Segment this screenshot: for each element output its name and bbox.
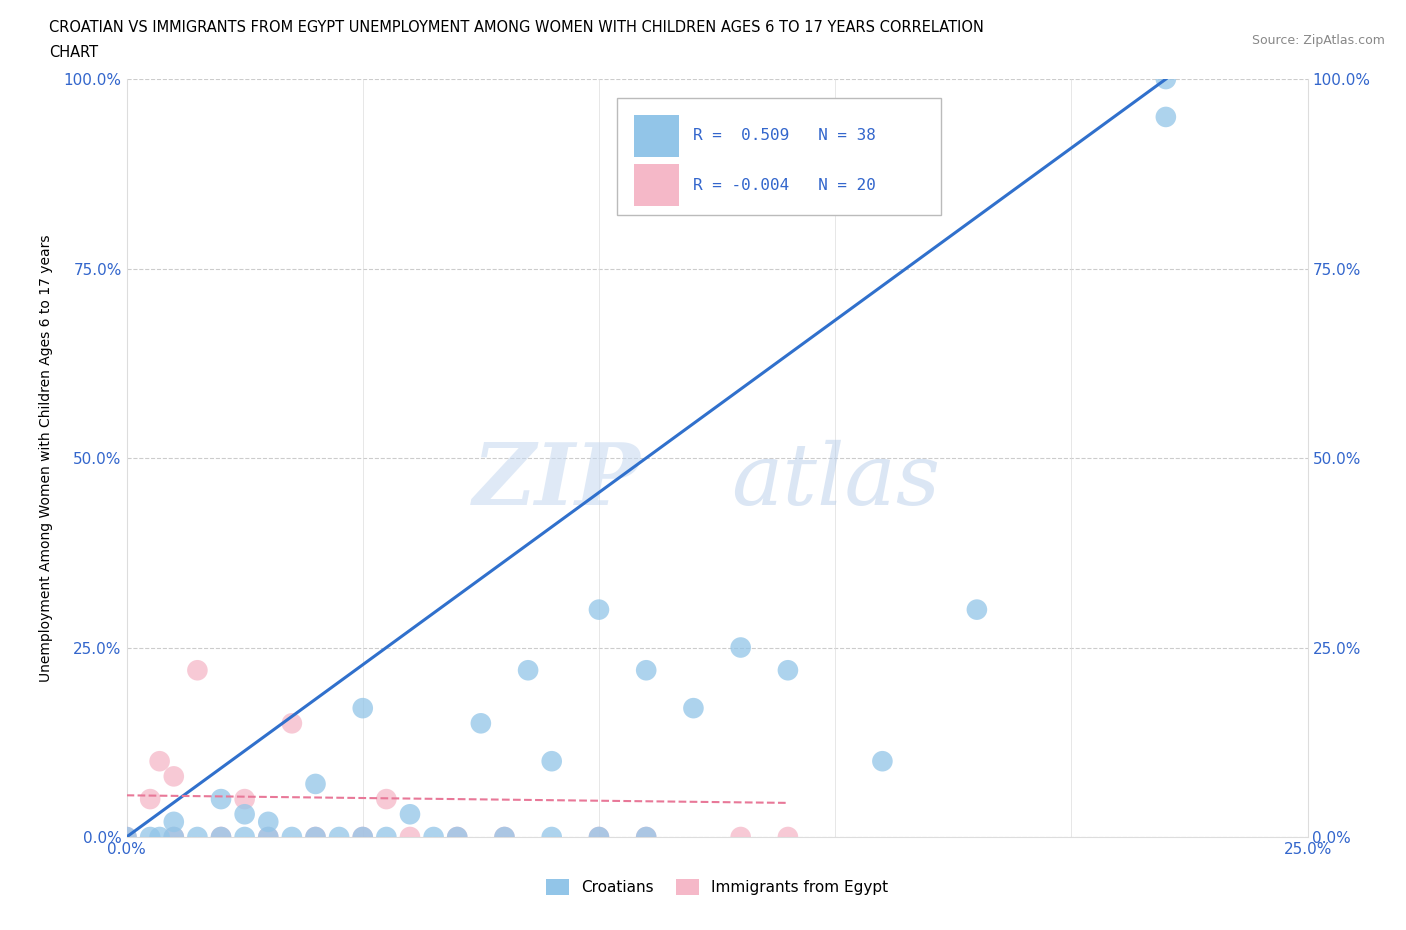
Point: [163, 815, 186, 830]
Point: [149, 753, 172, 768]
Point: [494, 830, 516, 844]
Point: [233, 830, 256, 844]
Y-axis label: Unemployment Among Women with Children Ages 6 to 17 years: Unemployment Among Women with Children A…: [38, 234, 52, 682]
Text: R =  0.509   N = 38: R = 0.509 N = 38: [693, 128, 876, 143]
Point: [399, 830, 422, 844]
Text: atlas: atlas: [731, 440, 939, 522]
Point: [209, 791, 232, 806]
Point: [399, 807, 422, 822]
Point: [966, 603, 988, 618]
Point: [540, 830, 562, 844]
Point: [352, 830, 374, 844]
Point: [163, 830, 186, 844]
Point: [186, 663, 208, 678]
Legend: Croatians, Immigrants from Egypt: Croatians, Immigrants from Egypt: [540, 873, 894, 901]
Point: [233, 807, 256, 822]
Point: [304, 830, 326, 844]
Point: [776, 830, 799, 844]
Point: [872, 753, 894, 768]
Point: [682, 700, 704, 715]
Point: [257, 815, 280, 830]
Point: [163, 830, 186, 844]
Point: [1154, 110, 1177, 125]
Point: [517, 663, 540, 678]
FancyBboxPatch shape: [634, 115, 679, 157]
Point: [257, 830, 280, 844]
Point: [730, 640, 752, 655]
Point: [422, 830, 444, 844]
Point: [375, 791, 398, 806]
Point: [588, 603, 610, 618]
Point: [163, 769, 186, 784]
Point: [149, 830, 172, 844]
Point: [304, 830, 326, 844]
Point: [636, 830, 658, 844]
Point: [352, 830, 374, 844]
Point: [209, 830, 232, 844]
FancyBboxPatch shape: [617, 98, 942, 216]
Point: [730, 830, 752, 844]
Point: [281, 716, 304, 731]
FancyBboxPatch shape: [634, 165, 679, 206]
Point: [328, 830, 350, 844]
Point: [209, 830, 232, 844]
Point: [636, 830, 658, 844]
Point: [446, 830, 468, 844]
Point: [470, 716, 492, 731]
Point: [115, 830, 138, 844]
Point: [494, 830, 516, 844]
Point: [115, 830, 138, 844]
Point: [636, 663, 658, 678]
Point: [139, 830, 162, 844]
Point: [540, 753, 562, 768]
Point: [257, 830, 280, 844]
Text: Source: ZipAtlas.com: Source: ZipAtlas.com: [1251, 34, 1385, 47]
Point: [139, 791, 162, 806]
Point: [352, 700, 374, 715]
Point: [186, 830, 208, 844]
Text: CHART: CHART: [49, 45, 98, 60]
Point: [281, 830, 304, 844]
Point: [233, 791, 256, 806]
Point: [588, 830, 610, 844]
Point: [1154, 72, 1177, 86]
Point: [304, 777, 326, 791]
Text: CROATIAN VS IMMIGRANTS FROM EGYPT UNEMPLOYMENT AMONG WOMEN WITH CHILDREN AGES 6 : CROATIAN VS IMMIGRANTS FROM EGYPT UNEMPL…: [49, 20, 984, 35]
Point: [375, 830, 398, 844]
Text: ZIP: ZIP: [472, 439, 640, 523]
Text: R = -0.004   N = 20: R = -0.004 N = 20: [693, 178, 876, 193]
Point: [776, 663, 799, 678]
Point: [588, 830, 610, 844]
Point: [446, 830, 468, 844]
